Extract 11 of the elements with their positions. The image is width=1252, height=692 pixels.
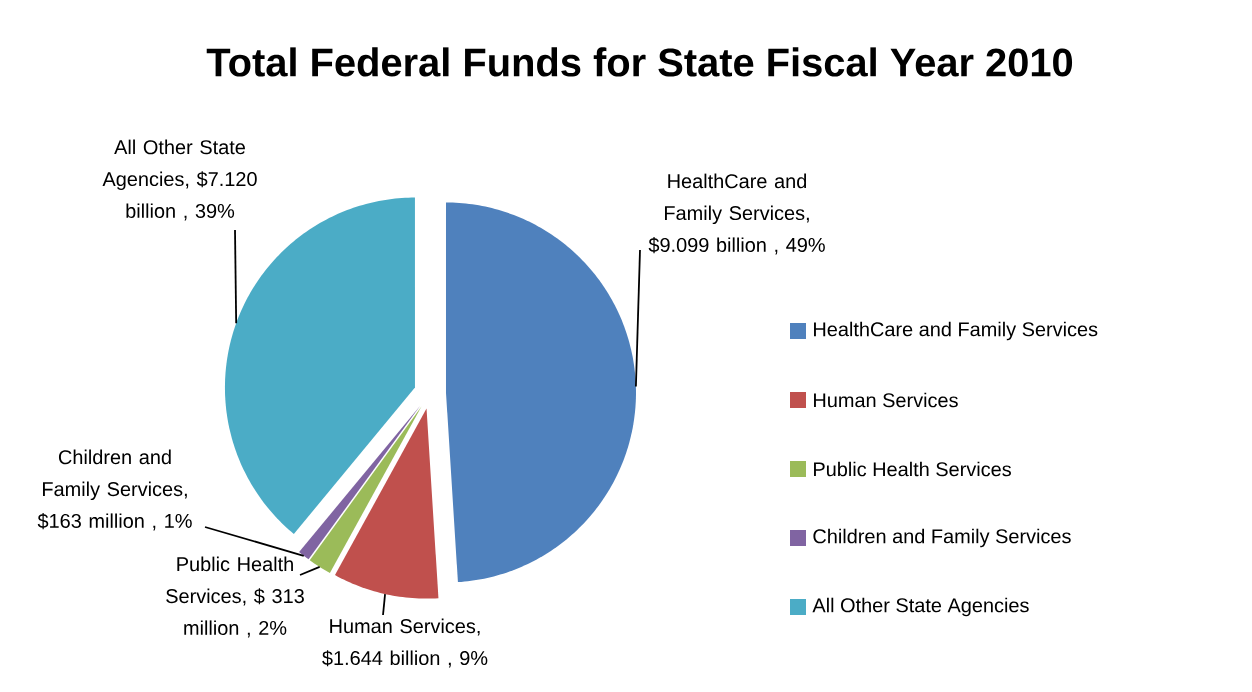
legend-label: Human Services bbox=[814, 392, 958, 408]
chart-title: Total Federal Funds for State Fiscal Year 2010 bbox=[206, 47, 1073, 77]
data-label: All Other State Agencies, $7.120 billion , 39% bbox=[102, 139, 257, 221]
data-label: Human Services, $1.644 billion , 9% bbox=[322, 618, 488, 668]
legend-label: Public Health Services bbox=[814, 461, 1011, 477]
legend-label: Children and Family Services bbox=[813, 528, 1071, 548]
legend-label: HealthCare and Family Services bbox=[814, 321, 1098, 341]
legend-label: All Other State Agencies bbox=[812, 597, 1029, 617]
data-label: Public Health Services, $ 313 million , 2% bbox=[166, 556, 304, 638]
data-label: HealthCare and Family Services, $9.099 billion , 49% bbox=[648, 173, 825, 255]
data-label: Children and Family Services, $163 million , 1% bbox=[37, 449, 192, 531]
